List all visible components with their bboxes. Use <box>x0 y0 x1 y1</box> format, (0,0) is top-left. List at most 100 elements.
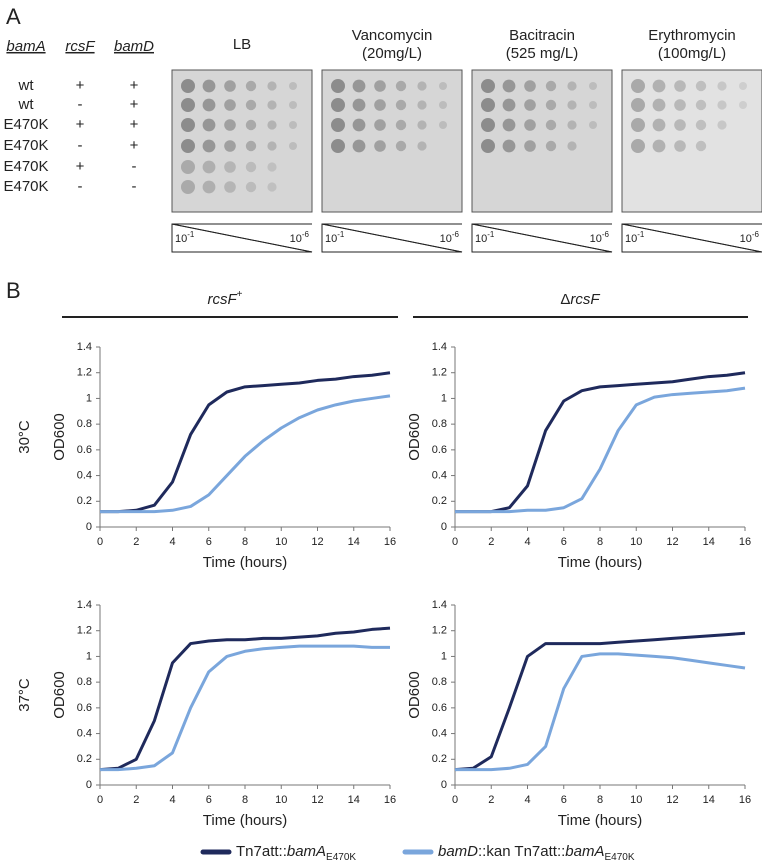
x-tick-label: 12 <box>666 794 678 806</box>
spot <box>374 140 386 152</box>
spot <box>202 139 216 153</box>
spot <box>652 139 666 153</box>
x-tick-label: 14 <box>703 794 715 806</box>
spot <box>567 120 577 130</box>
spot <box>245 119 257 131</box>
spot <box>289 142 297 150</box>
dilution-label: 10-1 <box>175 230 195 245</box>
spot <box>395 119 407 131</box>
label-part: 10 <box>175 233 187 245</box>
x-tick-label: 12 <box>666 536 678 548</box>
y-tick-label: 0.2 <box>432 495 447 507</box>
spot <box>589 82 597 90</box>
spot <box>739 82 747 90</box>
panel-label: B <box>6 278 21 303</box>
spot <box>439 101 447 109</box>
genotype-cell: + <box>130 77 139 94</box>
spot <box>245 80 257 92</box>
genotype-cell: + <box>130 137 139 154</box>
label-part: E470K <box>604 852 634 863</box>
y-tick-label: 0.8 <box>77 418 92 430</box>
genotype-cell: E470K <box>3 116 48 133</box>
label-part: Tn7att:: <box>236 843 287 860</box>
spot <box>352 98 366 112</box>
dilution-label: 10-6 <box>740 230 760 245</box>
spot <box>181 79 195 93</box>
column-header: bamD <box>114 38 154 55</box>
plate-title: LB <box>233 36 251 53</box>
spot <box>695 140 707 152</box>
genotype-cell: + <box>130 116 139 133</box>
label-part: ::kan Tn7att:: <box>478 843 565 860</box>
y-tick-label: 1 <box>441 392 447 404</box>
y-tick-label: 0 <box>86 521 92 533</box>
genotype-cell: + <box>76 158 85 175</box>
x-axis-label: Time (hours) <box>203 812 287 829</box>
y-tick-label: 1.4 <box>77 341 92 353</box>
rich-label: bamD::kan Tn7att::bamAE470K <box>438 843 635 863</box>
spot <box>481 118 495 132</box>
spot <box>267 81 277 91</box>
x-tick-label: 8 <box>242 536 248 548</box>
spot <box>395 99 407 111</box>
spot <box>631 118 645 132</box>
spot <box>395 140 407 152</box>
spot <box>331 98 345 112</box>
y-tick-label: 0.6 <box>77 702 92 714</box>
x-tick-label: 10 <box>275 536 287 548</box>
y-tick-label: 0.2 <box>77 495 92 507</box>
y-tick-label: 0 <box>441 779 447 791</box>
spot <box>652 79 666 93</box>
label-part: rcsF <box>570 291 600 308</box>
spot <box>395 80 407 92</box>
spot <box>181 118 195 132</box>
spot <box>502 79 516 93</box>
genotype-cell: wt <box>18 77 35 94</box>
spot <box>267 162 277 172</box>
spot <box>545 119 557 131</box>
spot <box>567 81 577 91</box>
x-tick-label: 0 <box>452 794 458 806</box>
y-tick-label: 1.2 <box>77 625 92 637</box>
y-tick-label: 1.2 <box>432 367 447 379</box>
spot <box>524 119 536 131</box>
spot <box>374 119 386 131</box>
x-tick-label: 4 <box>169 536 175 548</box>
series-line <box>100 644 390 772</box>
spot <box>717 81 727 91</box>
plate-title: Bacitracin <box>509 27 575 44</box>
plate-title: (20mg/L) <box>362 45 422 62</box>
y-tick-label: 0.6 <box>77 444 92 456</box>
label-part: -6 <box>752 230 760 239</box>
row-label: 37°C <box>16 678 33 712</box>
series-line <box>455 371 746 514</box>
y-axis-label: OD600 <box>51 671 68 719</box>
y-tick-label: 0 <box>441 521 447 533</box>
spot <box>245 99 257 111</box>
y-tick-label: 0 <box>86 779 92 791</box>
label-part: 10 <box>475 233 487 245</box>
spot <box>331 118 345 132</box>
y-tick-label: 0.4 <box>432 469 447 481</box>
label-part: bamD <box>438 843 478 860</box>
y-tick-label: 1 <box>86 392 92 404</box>
y-tick-label: 1.2 <box>432 625 447 637</box>
spot <box>289 121 297 129</box>
column-header: bamA <box>6 38 45 55</box>
spot <box>181 139 195 153</box>
x-axis-label: Time (hours) <box>558 812 642 829</box>
label-part: bamA <box>287 843 326 860</box>
label-part: 10 <box>440 233 452 245</box>
spot <box>545 80 557 92</box>
x-tick-label: 8 <box>597 536 603 548</box>
x-tick-label: 2 <box>133 536 139 548</box>
spot <box>245 181 257 193</box>
spot <box>502 98 516 112</box>
y-tick-label: 1.4 <box>77 599 92 611</box>
spot <box>417 81 427 91</box>
spot <box>589 101 597 109</box>
spot <box>502 118 516 132</box>
spot <box>267 182 277 192</box>
column-header: rcsF <box>65 38 95 55</box>
